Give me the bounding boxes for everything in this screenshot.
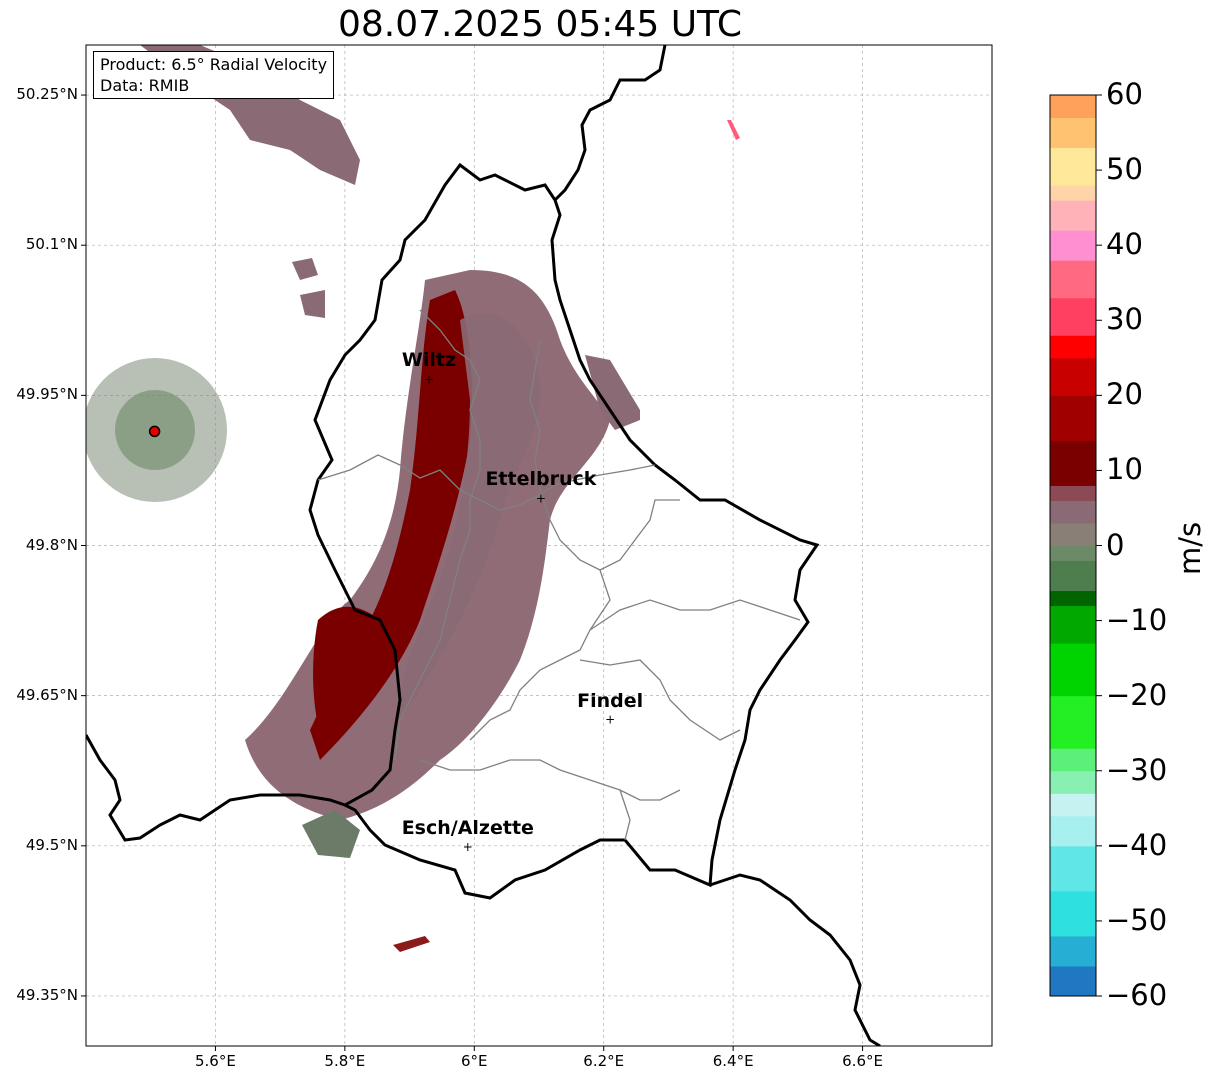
info-box: Product: 6.5° Radial Velocity Data: RMIB [93,51,335,99]
colorbar-unit-label: m/s [1173,521,1207,575]
border-france-2 [709,873,881,1046]
echo-band-core [310,290,472,760]
city-label: Ettelbruck [485,468,597,491]
lat-tick-label: 50.25°N [16,85,78,104]
colorbar-tick-label: 30 [1106,302,1143,337]
colorbar-tick-label: 10 [1106,452,1143,487]
echo-band-core-west [313,606,380,740]
colorbar-tick-label: 50 [1106,152,1143,187]
echo-east-patch [585,355,640,430]
city-marker: + [536,491,546,505]
lon-tick-label: 6.6°E [842,1052,883,1070]
echo-small-4 [727,120,740,140]
canton-borders [317,309,801,841]
city-label: Findel [577,689,644,712]
lon-tick-label: 6°E [461,1052,488,1070]
lat-tick-label: 49.95°N [16,385,78,404]
map-title: 08.07.2025 05:45 UTC [337,4,743,45]
radar-site-marker[interactable] [148,425,161,438]
lat-tick-label: 50.1°N [25,235,78,254]
echo-small-1 [292,258,318,280]
colorbar-tick-label: −60 [1106,978,1168,1012]
colorbar-tick-label: −20 [1106,677,1168,712]
city-marker: + [463,840,473,854]
lon-tick-label: 6.4°E [712,1052,754,1070]
lat-tick-label: 49.35°N [16,985,78,1004]
city-label: Esch/Alzette [401,816,534,839]
lon-tick-label: 5.8°E [324,1052,366,1070]
colorbar-tick-label: −50 [1106,902,1168,937]
city-markers: + + + + [424,372,615,853]
lon-tick-label: 6.2°E [583,1052,625,1070]
country-borders [86,45,881,1046]
lon-tick-label: 5.6°E [195,1052,236,1070]
lat-tick-label: 49.65°N [16,685,78,704]
city-label: Wiltz [401,349,457,372]
colorbar-tick-label: 0 [1106,527,1125,562]
product-label: Product: 6.5° Radial Velocity [100,55,328,74]
echo-south-spot [302,810,360,858]
colorbar-tick-label: 40 [1106,227,1143,262]
city-marker: + [424,372,434,386]
lat-tick-label: 49.5°N [25,835,78,854]
colorbar-tick-label: −40 [1106,827,1168,862]
border-france [86,734,346,842]
colorbar-tick-label: −30 [1106,752,1168,787]
echo-small-3 [393,936,430,952]
colorbar-tick-label: 20 [1106,377,1143,412]
lat-tick-label: 49.8°N [25,535,78,554]
source-label: Data: RMIB [100,76,190,95]
city-marker: + [605,713,615,727]
border-germany [553,45,667,202]
colorbar-tick-label: −10 [1106,602,1168,637]
axis-ticks [81,94,864,1051]
echo-small-2 [300,290,325,318]
colorbar-tick-label: 60 [1106,77,1143,111]
border-luxembourg [308,162,820,900]
